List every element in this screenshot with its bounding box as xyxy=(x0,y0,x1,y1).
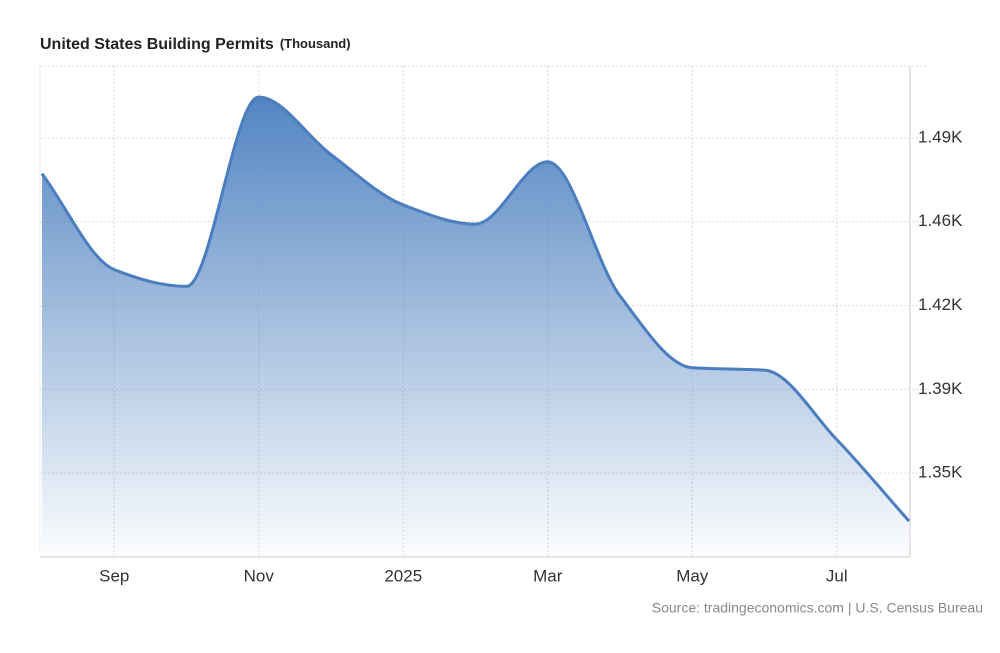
y-tick-label: 1.42K xyxy=(918,295,963,314)
x-tick-label: Nov xyxy=(244,566,275,585)
area xyxy=(42,97,909,557)
unit-text: (Thousand) xyxy=(280,36,351,51)
y-tick-label: 1.39K xyxy=(918,379,963,398)
x-tick-label: Sep xyxy=(99,566,129,585)
y-tick-label: 1.46K xyxy=(918,211,963,230)
x-tick-label: 2025 xyxy=(384,566,422,585)
plot-area: 1.35K 1.39K 1.42K 1.46K 1.49K Sep Nov 2025 Mar Ma… xyxy=(39,65,963,585)
source: Source: tradingeconomics.com | U.S. Cens… xyxy=(652,600,983,616)
chart-title: United States Building Permits (Thousand) xyxy=(40,36,351,53)
line xyxy=(40,95,911,523)
x-tick-label: May xyxy=(676,566,709,585)
y-tick-label: 1.35K xyxy=(918,463,963,482)
x-tick-label: Jul xyxy=(826,566,848,585)
y-tick-label: 1.49K xyxy=(918,127,963,146)
title-text: United States Building Permits xyxy=(40,36,274,53)
x-tick-label: Mar xyxy=(533,566,563,585)
